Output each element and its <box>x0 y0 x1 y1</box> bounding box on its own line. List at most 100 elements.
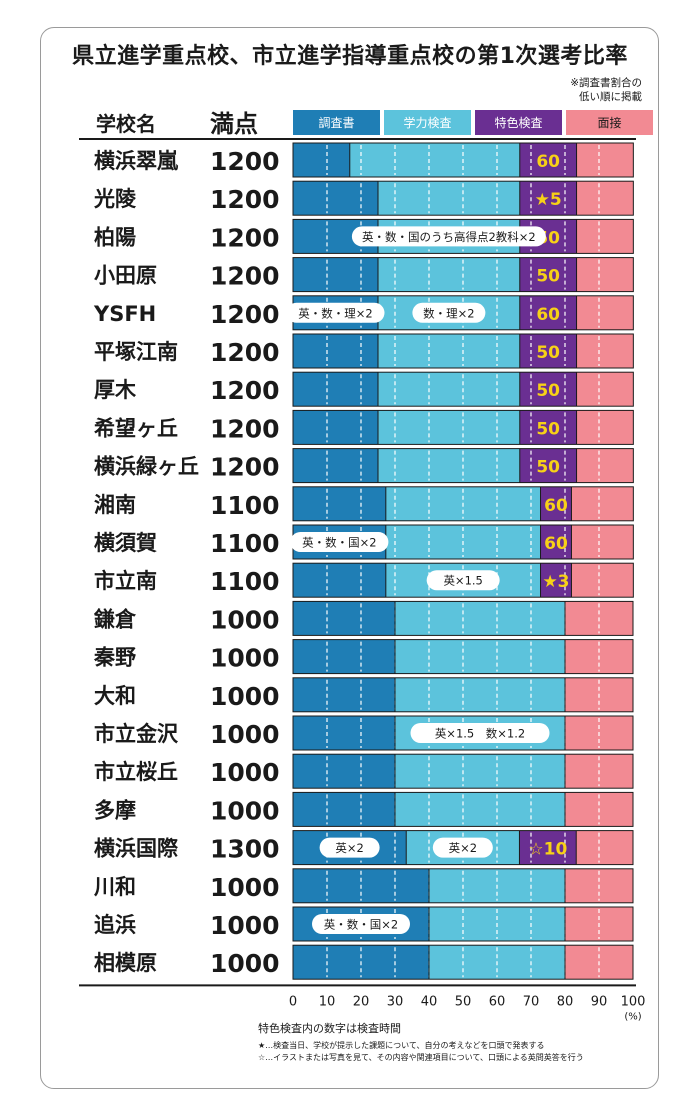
bar-tokushoku <box>519 257 577 292</box>
full-score: 1100 <box>210 529 280 558</box>
school-name: 小田原 <box>94 264 157 288</box>
bar-tokushoku <box>519 334 577 368</box>
school-name: 横浜緑ヶ丘 <box>94 455 199 479</box>
x-tick-label: 50 <box>455 994 472 1009</box>
legend-label: 学力検査 <box>403 115 451 130</box>
legend-swatch <box>293 110 380 135</box>
bar-chosasho <box>293 563 386 598</box>
bar-tokushoku <box>519 372 577 407</box>
full-score: 1000 <box>210 911 280 940</box>
bar-mensetsu <box>571 525 634 559</box>
bar-gakuryoku <box>349 143 520 177</box>
bar-chosasho <box>293 143 350 177</box>
sort-note-line2: 低い順に掲載 <box>579 91 642 103</box>
bar-gakuryoku <box>395 754 565 789</box>
x-tick-label: 90 <box>591 994 608 1009</box>
bar-tokushoku <box>519 143 577 177</box>
bar-outline <box>292 906 634 942</box>
tokushoku-time-label: ★3 <box>542 572 569 592</box>
full-score: 1200 <box>210 223 280 252</box>
chosasho-weight-note-pill <box>319 837 380 858</box>
school-name: 追浜 <box>94 913 136 937</box>
bar-outline <box>292 868 634 904</box>
x-tick-label: 70 <box>523 994 540 1009</box>
full-score: 1000 <box>210 873 280 902</box>
legend-label: 特色検査 <box>494 115 542 130</box>
x-tick-label: 0 <box>289 994 297 1009</box>
school-name: 市立金沢 <box>94 722 179 746</box>
bar-chosasho <box>293 754 395 789</box>
school-name: 希望ヶ丘 <box>94 416 178 440</box>
tokushoku-time-label: ☆10 <box>528 840 567 860</box>
school-name: 横浜翠嵐 <box>94 149 179 173</box>
full-score: 1200 <box>210 300 280 329</box>
x-tick-label: 30 <box>387 994 404 1009</box>
chosasho-weight-note-text: 英・数・国×2 <box>324 918 398 932</box>
bar-mensetsu <box>576 219 634 254</box>
bar-gakuryoku <box>378 181 520 216</box>
tokushoku-time-label: 50 <box>536 267 560 287</box>
bar-chosasho <box>293 257 378 292</box>
full-score: 1200 <box>210 185 280 214</box>
chart-card <box>40 27 659 1089</box>
bar-gakuryoku <box>395 792 565 827</box>
x-unit-label: (%) <box>624 1011 641 1022</box>
bar-tokushoku <box>519 410 577 445</box>
bar-tokushoku <box>540 525 572 559</box>
gakuryoku-weight-note-pill <box>412 302 486 323</box>
bar-mensetsu <box>576 143 634 177</box>
sort-note: ※調査書割合の 低い順に掲載 <box>570 76 642 104</box>
bar-outline <box>292 257 634 293</box>
gakuryoku-weight-note-text: 数・理×2 <box>423 306 474 320</box>
bar-chosasho <box>293 410 378 445</box>
bar-outline <box>292 715 634 751</box>
gakuryoku-weight-note-pill <box>410 723 550 743</box>
full-score: 1200 <box>210 338 280 367</box>
tokushoku-time-label: 50 <box>536 381 560 401</box>
footnote-hollow-star: ☆…イラストまたは写真を見て、その内容や関連項目について、口頭による英問英答を行… <box>258 1053 584 1062</box>
school-name: 相模原 <box>94 951 157 975</box>
full-score: 1100 <box>210 491 280 520</box>
full-score: 1200 <box>210 262 280 291</box>
bar-tokushoku <box>519 181 577 216</box>
tokushoku-time-label: 60 <box>544 534 568 554</box>
school-name: 秦野 <box>93 646 136 670</box>
bar-mensetsu <box>576 830 633 865</box>
x-tick-label: 40 <box>421 994 438 1009</box>
chosasho-weight-note-text: 英×2 <box>335 841 363 855</box>
bar-chosasho <box>293 716 395 750</box>
tokushoku-time-label: 50 <box>536 343 560 363</box>
chosasho-weight-note-text: 英・数・国×2 <box>302 536 376 550</box>
chosasho-weight-note-text: 英・数・理×2 <box>298 306 372 320</box>
bar-outline <box>292 639 634 675</box>
bar-outline <box>292 486 634 522</box>
legend-label: 面接 <box>597 115 621 130</box>
bar-chosasho <box>293 486 386 521</box>
bar-gakuryoku <box>378 334 520 368</box>
bar-chosasho <box>293 372 378 407</box>
bar-chosasho <box>293 677 395 712</box>
bar-outline <box>292 218 634 254</box>
bar-mensetsu <box>576 295 634 330</box>
full-score: 1000 <box>210 720 280 749</box>
bar-chosasho <box>293 181 378 216</box>
bar-outline <box>292 944 634 980</box>
tokushoku-time-label: 60 <box>536 305 560 325</box>
school-name: 多摩 <box>94 798 136 822</box>
full-score: 1000 <box>210 682 280 711</box>
school-name: 光陵 <box>93 187 137 211</box>
bar-mensetsu <box>571 563 634 598</box>
bar-outline <box>292 677 634 713</box>
bar-outline <box>292 142 634 178</box>
gakuryoku-weight-note-text: 英×1.5 <box>443 574 482 588</box>
school-name: 市立桜丘 <box>94 760 178 784</box>
bar-outline <box>292 600 634 636</box>
gakuryoku-weight-note-pill <box>432 837 493 858</box>
gakuryoku-weight-note-text: 英×2 <box>449 841 477 855</box>
full-score: 1200 <box>210 414 280 443</box>
full-score: 1300 <box>210 835 280 864</box>
bar-outline <box>292 791 634 827</box>
legend-swatch <box>384 110 471 135</box>
bar-mensetsu <box>576 257 634 292</box>
bar-mensetsu <box>576 181 634 216</box>
